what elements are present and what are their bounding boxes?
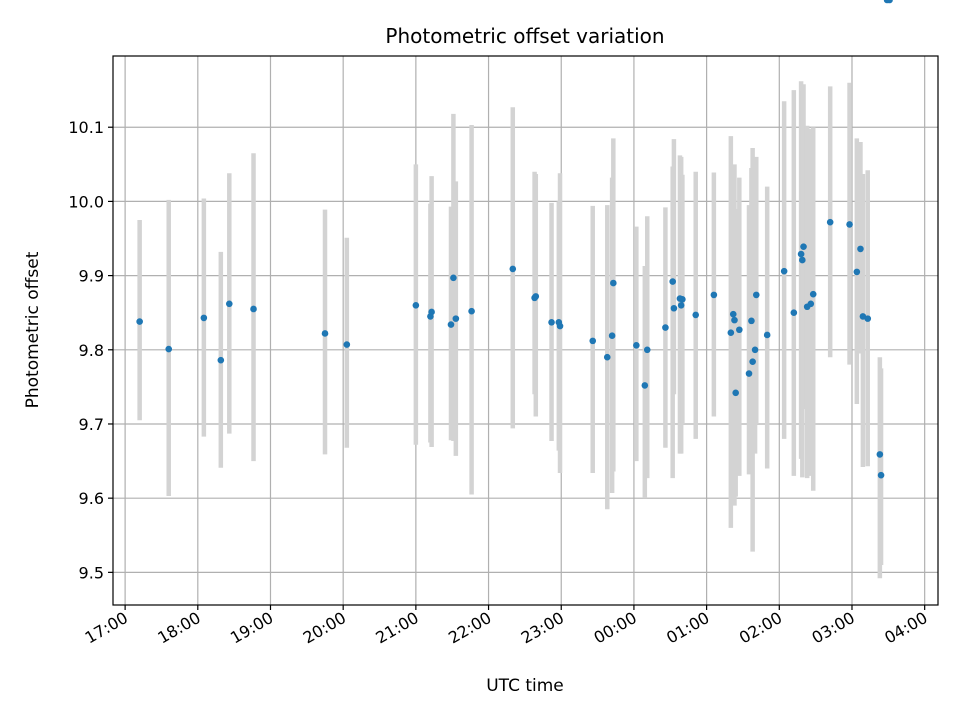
- data-point: [532, 293, 540, 300]
- data-point: [790, 309, 798, 316]
- data-points: [136, 0, 893, 479]
- data-point: [807, 300, 815, 308]
- y-tick-label: 9.7: [79, 415, 104, 434]
- data-point: [608, 332, 616, 339]
- data-point: [752, 291, 760, 299]
- data-point: [809, 290, 817, 298]
- data-point: [670, 304, 678, 312]
- data-point: [450, 274, 457, 282]
- data-point: [826, 218, 834, 226]
- data-point: [200, 314, 208, 322]
- x-axis-label: UTC time: [486, 676, 564, 696]
- data-point: [343, 341, 351, 348]
- data-point: [412, 301, 420, 309]
- data-point: [864, 315, 872, 322]
- y-tick-label: 10.0: [68, 192, 104, 211]
- data-point: [468, 307, 475, 315]
- data-point: [692, 311, 700, 319]
- data-point: [729, 310, 737, 318]
- data-point: [548, 319, 555, 326]
- data-point: [736, 326, 743, 334]
- y-axis-ticks: 9.5 9.6 9.7 9.8 9.9 10.0 10.1: [68, 118, 113, 582]
- data-point: [677, 301, 685, 309]
- y-tick-label: 9.5: [79, 563, 104, 582]
- data-point: [428, 308, 435, 316]
- data-point: [669, 278, 676, 285]
- data-point: [662, 324, 669, 331]
- data-point: [745, 370, 753, 377]
- data-point: [452, 315, 460, 322]
- chart-title: Photometric offset variation: [385, 24, 664, 48]
- data-point: [556, 322, 564, 330]
- data-point: [846, 221, 853, 228]
- data-point: [853, 268, 861, 276]
- data-point: [751, 346, 759, 354]
- data-point: [800, 243, 807, 250]
- y-tick-label: 9.9: [79, 267, 104, 286]
- data-point: [710, 291, 718, 299]
- data-point: [250, 305, 257, 313]
- plot-frame: [112, 55, 939, 606]
- data-point: [727, 329, 735, 337]
- data-point: [886, 0, 893, 4]
- data-point: [225, 300, 233, 308]
- data-point: [610, 279, 617, 287]
- data-point: [749, 358, 756, 365]
- y-tick-label: 10.1: [68, 118, 104, 137]
- y-axis-label: Photometric offset: [23, 251, 43, 408]
- data-point: [643, 346, 651, 354]
- y-tick-label: 9.8: [79, 341, 104, 360]
- data-point: [603, 353, 611, 361]
- data-point: [509, 265, 517, 273]
- data-point: [589, 337, 597, 345]
- data-point: [877, 471, 885, 479]
- data-point: [136, 318, 143, 325]
- data-point: [679, 296, 686, 303]
- data-point: [447, 321, 455, 328]
- data-point: [731, 316, 738, 324]
- data-point: [217, 356, 225, 364]
- data-point: [799, 256, 806, 264]
- data-point: [321, 330, 329, 337]
- data-point: [857, 245, 864, 253]
- data-point: [732, 389, 739, 397]
- data-point: [165, 345, 173, 353]
- y-tick-label: 9.6: [79, 489, 104, 508]
- data-point: [633, 342, 640, 349]
- data-point: [763, 331, 771, 339]
- data-point: [780, 267, 788, 275]
- data-point: [876, 451, 884, 458]
- data-point: [748, 317, 755, 325]
- data-point: [641, 382, 649, 389]
- data-point: [797, 250, 805, 258]
